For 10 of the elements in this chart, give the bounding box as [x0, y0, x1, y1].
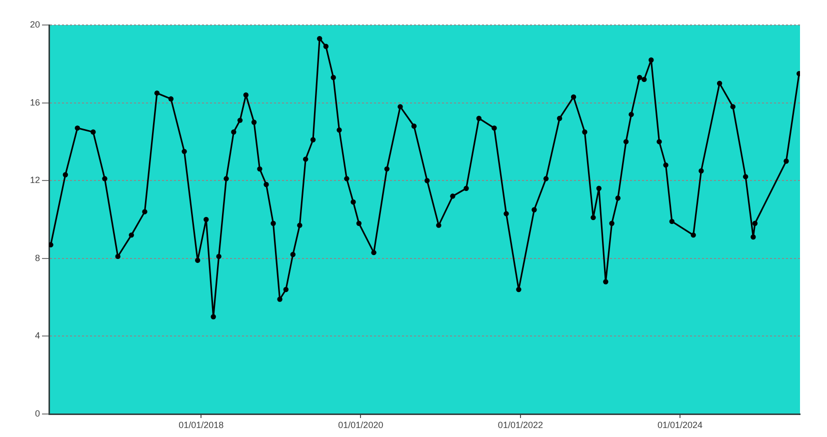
x-tick-label: 01/01/2020 [338, 420, 384, 430]
y-tick-label: 12 [30, 175, 40, 186]
y-tick-label: 8 [34, 252, 40, 263]
y-tick-label: 20 [30, 19, 40, 30]
x-tick-label: 01/01/2024 [657, 420, 703, 430]
y-tick-label: 16 [30, 97, 40, 108]
x-tick-label: 01/01/2022 [498, 420, 543, 430]
y-tick-label: 4 [34, 330, 40, 341]
x-tick-label: 01/01/2018 [178, 420, 224, 430]
y-tick-label: 0 [34, 408, 40, 418]
